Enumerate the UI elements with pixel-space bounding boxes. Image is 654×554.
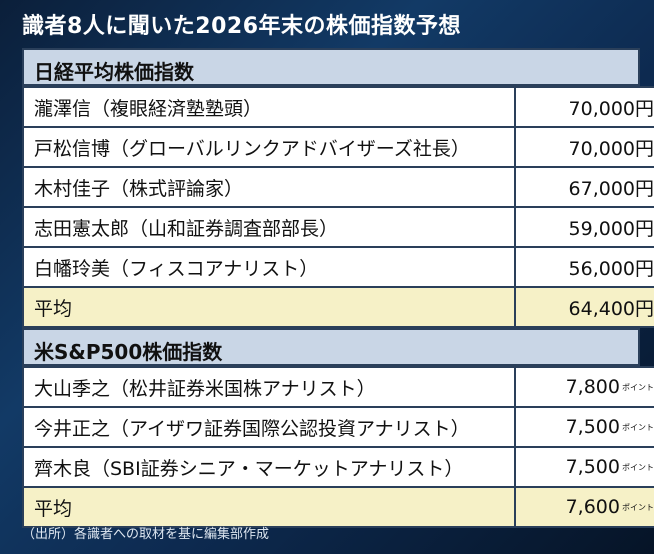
forecast-value: 7,800 bbox=[565, 376, 620, 398]
forecast-cell: 7,500 ポイント bbox=[514, 446, 654, 488]
forecast-value: 59,000円 bbox=[514, 206, 654, 248]
sp500-table: 大山季之（松井証券米国株アナリスト） 7,800 ポイント 今井正之（アイザワ証券… bbox=[22, 366, 654, 528]
average-value: 64,400円 bbox=[514, 286, 654, 328]
table-row: 木村佳子（株式評論家） 67,000円 bbox=[22, 166, 654, 208]
average-cell: 7,600 ポイント bbox=[514, 486, 654, 528]
table-row: 志田憲太郎（山和証券調査部部長） 59,000円 bbox=[22, 206, 654, 248]
forecast-cell: 7,500 ポイント bbox=[514, 406, 654, 448]
forecaster-name: 戸松信博（グローバルリンクアドバイザーズ社長） bbox=[22, 126, 516, 168]
table-row: 瀧澤信（複眼経済塾塾頭） 70,000円 bbox=[22, 86, 654, 128]
forecast-value: 7,500 bbox=[565, 456, 620, 478]
point-unit: ポイント bbox=[622, 462, 654, 472]
point-unit: ポイント bbox=[622, 502, 654, 512]
average-label: 平均 bbox=[22, 286, 516, 328]
forecast-value: 70,000円 bbox=[514, 126, 654, 168]
forecaster-name: 瀧澤信（複眼経済塾塾頭） bbox=[22, 86, 516, 128]
forecast-cell: 7,800 ポイント bbox=[514, 366, 654, 408]
nikkei-table: 瀧澤信（複眼経済塾塾頭） 70,000円 戸松信博（グローバルリンクアドバイザー… bbox=[22, 86, 654, 328]
forecaster-name: 木村佳子（株式評論家） bbox=[22, 166, 516, 208]
average-value: 7,600 bbox=[565, 496, 620, 518]
table-row: 戸松信博（グローバルリンクアドバイザーズ社長） 70,000円 bbox=[22, 126, 654, 168]
forecaster-name: 志田憲太郎（山和証券調査部部長） bbox=[22, 206, 516, 248]
table-row: 白幡玲美（フィスコアナリスト） 56,000円 bbox=[22, 246, 654, 288]
average-row: 平均 64,400円 bbox=[22, 286, 654, 328]
forecaster-name: 齊木良（SBI証券シニア・マーケットアナリスト） bbox=[22, 446, 516, 488]
average-row: 平均 7,600 ポイント bbox=[22, 486, 654, 528]
point-unit: ポイント bbox=[622, 422, 654, 432]
forecaster-name: 今井正之（アイザワ証券国際公認投資アナリスト） bbox=[22, 406, 516, 448]
forecast-value: 70,000円 bbox=[514, 86, 654, 128]
forecast-value: 67,000円 bbox=[514, 166, 654, 208]
sp500-section-header: 米S&P500株価指数 bbox=[22, 328, 640, 366]
source-note: （出所）各識者への取材を基に編集部作成 bbox=[22, 527, 270, 542]
forecast-panel: 日経平均株価指数 瀧澤信（複眼経済塾塾頭） 70,000円 戸松信博（グローバル… bbox=[22, 48, 654, 528]
page-title: 識者8人に聞いた2026年末の株価指数予想 bbox=[22, 14, 462, 39]
table-row: 齊木良（SBI証券シニア・マーケットアナリスト） 7,500 ポイント bbox=[22, 446, 654, 488]
nikkei-section-header: 日経平均株価指数 bbox=[22, 48, 640, 86]
forecaster-name: 白幡玲美（フィスコアナリスト） bbox=[22, 246, 516, 288]
forecaster-name: 大山季之（松井証券米国株アナリスト） bbox=[22, 366, 516, 408]
table-row: 大山季之（松井証券米国株アナリスト） 7,800 ポイント bbox=[22, 366, 654, 408]
point-unit: ポイント bbox=[622, 382, 654, 392]
table-row: 今井正之（アイザワ証券国際公認投資アナリスト） 7,500 ポイント bbox=[22, 406, 654, 448]
forecast-value: 7,500 bbox=[565, 416, 620, 438]
forecast-value: 56,000円 bbox=[514, 246, 654, 288]
average-label: 平均 bbox=[22, 486, 516, 528]
